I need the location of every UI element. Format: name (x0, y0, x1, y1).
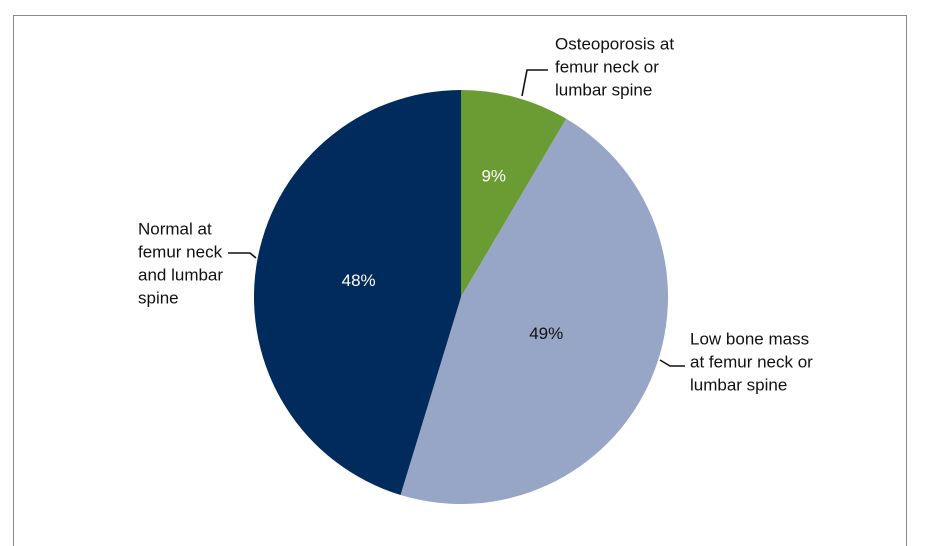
slice-label-line: and lumbar (138, 265, 223, 284)
slice-label: Low bone mass at femur neck or lumbar spin… (690, 329, 813, 394)
slice-label-line: Osteoporosis at (555, 34, 674, 53)
pie-slice (254, 90, 461, 495)
slice-label-line: femur neck (138, 242, 223, 261)
slice-label-line: lumbar spine (690, 375, 787, 394)
pie-slice (461, 90, 567, 297)
slice-label-line: Low bone mass (690, 329, 809, 348)
slice-label: Normal at femur neck and lumbar spine (138, 219, 223, 307)
leader-line (521, 69, 548, 97)
value-label: 49% (529, 324, 563, 343)
slice-label-line: femur neck or (555, 57, 659, 76)
pie (254, 90, 668, 505)
slice-label-line: at femur neck or (690, 352, 813, 371)
value-label: 48% (342, 271, 376, 290)
leader-line (228, 252, 257, 259)
pie-slice (400, 118, 668, 505)
value-label: 9% (481, 167, 506, 186)
slice-label: Osteoporosis at femur neck or lumbar spine (555, 34, 674, 99)
slice-label-line: Normal at (138, 219, 212, 238)
slice-label-line: lumbar spine (555, 80, 652, 99)
slice-label-line: spine (138, 288, 179, 307)
leader-line (659, 359, 685, 367)
